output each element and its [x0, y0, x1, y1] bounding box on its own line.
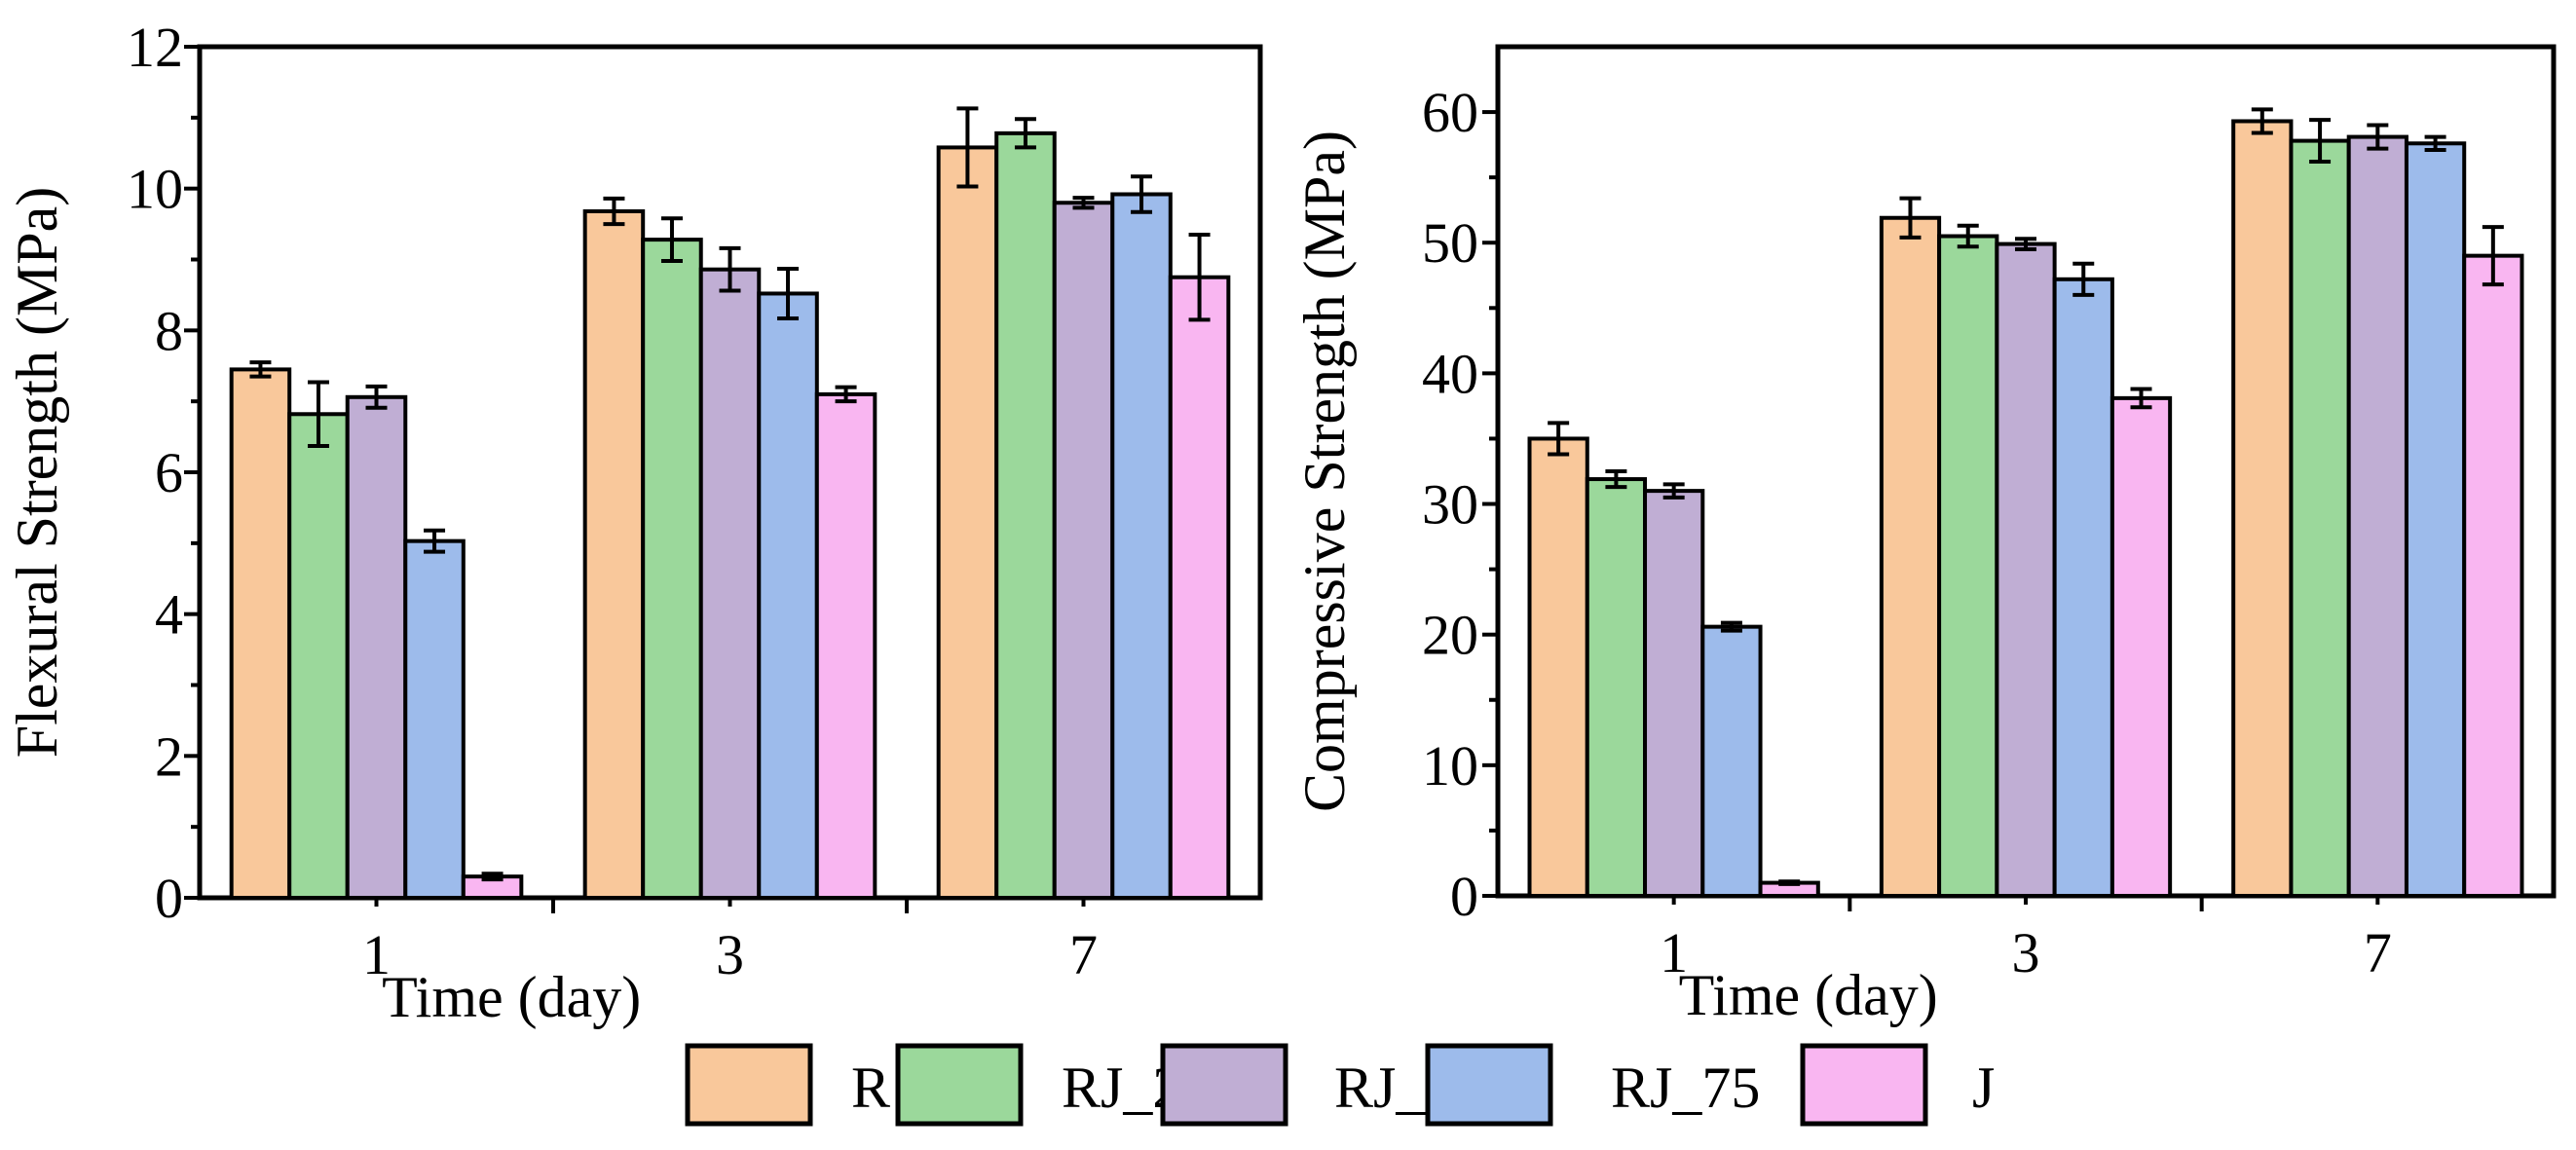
bar-j-day-3 — [814, 391, 877, 900]
error-bar — [1605, 469, 1627, 490]
bar-rj-50-day-3 — [1995, 241, 2057, 898]
y-tick-label: 0 — [155, 867, 183, 930]
bar-r-day-1 — [1527, 436, 1589, 898]
y-tick-label: 0 — [1450, 865, 1478, 928]
bar-rj-75-day-1 — [1700, 624, 1763, 898]
x-axis-title: Time (day) — [1679, 963, 1938, 1027]
error-bar — [777, 266, 800, 320]
y-axis-title: Flexural Strength (MPa) — [5, 187, 69, 759]
y-tick-label: 10 — [1422, 734, 1478, 798]
legend-swatch — [1425, 1043, 1553, 1127]
error-bar — [365, 384, 388, 410]
bar-r-day-7 — [936, 145, 999, 900]
error-bar — [2015, 237, 2036, 251]
bar-rj-75-day-1 — [403, 538, 466, 900]
legend-label: J — [1972, 1056, 1995, 1120]
y-tick-label: 8 — [155, 299, 183, 362]
error-bar — [719, 245, 741, 293]
error-bar — [1778, 879, 1801, 886]
error-bar — [1957, 223, 1979, 249]
bar-rj-25-day-7 — [2289, 138, 2351, 899]
error-bar — [2367, 123, 2389, 151]
error-bar — [1899, 196, 1922, 240]
error-bar — [307, 380, 329, 449]
bar-j-day-7 — [2462, 253, 2524, 898]
y-tick-label: 50 — [1422, 211, 1478, 275]
bar-rj-50-day-3 — [698, 267, 762, 900]
legend-item-r: R — [685, 1043, 890, 1127]
bar-j-day-7 — [1168, 275, 1231, 901]
bar-rj-75-day-3 — [2052, 277, 2114, 899]
y-tick-label: 40 — [1422, 342, 1478, 405]
bar-rj-25-day-3 — [1937, 234, 1999, 898]
legend: R RJ_25 RJ_50 RJ_75 J — [685, 1043, 1995, 1127]
error-bar — [1188, 233, 1211, 322]
bar-r-day-3 — [582, 208, 646, 900]
error-bar — [835, 385, 857, 404]
y-tick-label: 30 — [1422, 473, 1478, 537]
bar-r-day-3 — [1879, 215, 1942, 899]
error-bar — [956, 106, 979, 189]
legend-item-j: J — [1800, 1043, 1995, 1127]
y-tick-label: 20 — [1422, 604, 1478, 667]
error-bar — [2251, 107, 2273, 135]
compressive-strength-chart: 0 10 20 30 40 50 60 1 3 7 Time (day) Compressive St… — [1292, 44, 2557, 1027]
y-tick-label: 12 — [127, 16, 183, 79]
bar-r-day-1 — [229, 367, 292, 900]
bar-rj-25-day-1 — [1585, 477, 1648, 898]
bar-rj-50-day-1 — [1643, 489, 1705, 898]
bar-rj-50-day-1 — [345, 394, 408, 900]
error-bar — [1720, 620, 1742, 633]
error-bar — [481, 872, 504, 882]
error-bar — [1131, 174, 1153, 214]
y-tick-label: 60 — [1422, 81, 1478, 144]
error-bar — [2130, 387, 2152, 410]
error-bar — [603, 196, 625, 227]
x-tick-label: 7 — [1069, 923, 1098, 986]
bar-rj-25-day-3 — [641, 238, 703, 900]
x-tick-label: 3 — [2012, 921, 2040, 984]
error-bar — [2309, 118, 2332, 165]
y-tick-label: 10 — [127, 158, 183, 221]
x-tick-label: 7 — [2364, 921, 2392, 984]
legend-swatch — [685, 1043, 813, 1127]
bar-rj-75-day-7 — [2404, 141, 2467, 898]
error-bar — [2072, 261, 2095, 297]
bar-r-day-7 — [2231, 119, 2294, 898]
x-tick-label: 3 — [716, 923, 744, 986]
bar-rj-25-day-7 — [994, 130, 1057, 900]
legend-label: RJ_75 — [1611, 1056, 1760, 1120]
bar-j-day-3 — [2109, 395, 2173, 898]
error-bar — [1072, 196, 1095, 210]
bar-rj-25-day-1 — [287, 412, 350, 900]
y-tick-label: 6 — [155, 441, 183, 504]
flexural-strength-chart: 0 2 4 6 8 10 12 1 3 7 Time (day) Flexural Strength … — [5, 16, 1263, 1029]
error-bar — [660, 216, 683, 263]
legend-item-rj-75: RJ_75 — [1425, 1043, 1760, 1127]
x-tick-label: 1 — [1660, 921, 1688, 984]
y-axis-title: Compressive Strength (MPa) — [1292, 130, 1357, 812]
bar-rj-75-day-3 — [757, 291, 819, 900]
error-bar — [1662, 482, 1685, 500]
x-tick-label: 1 — [362, 923, 391, 986]
error-bar — [1014, 117, 1036, 150]
error-bar — [424, 528, 446, 554]
error-bar — [1548, 421, 1570, 457]
legend-swatch — [1800, 1043, 1928, 1127]
error-bar — [249, 360, 272, 379]
legend-swatch — [1160, 1043, 1288, 1127]
bar-rj-50-day-7 — [2346, 134, 2408, 898]
x-axis-title: Time (day) — [382, 965, 641, 1029]
error-bar — [2482, 225, 2504, 287]
error-bar — [2424, 134, 2446, 152]
legend-swatch — [895, 1043, 1024, 1127]
bar-rj-50-day-7 — [1052, 201, 1115, 900]
bar-rj-75-day-7 — [1110, 192, 1173, 900]
legend-label: R — [851, 1056, 890, 1120]
y-tick-label: 2 — [155, 724, 183, 788]
y-tick-label: 4 — [155, 583, 183, 647]
